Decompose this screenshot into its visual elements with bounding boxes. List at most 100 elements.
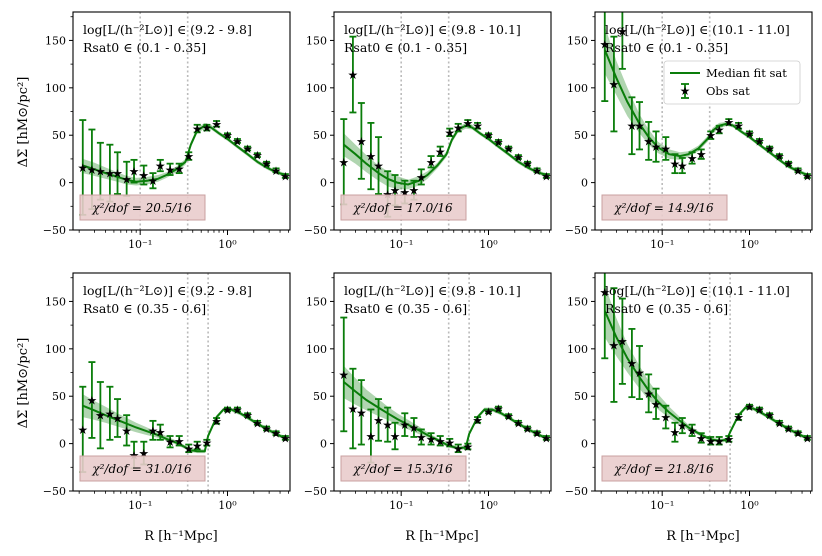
obs-point: ★: [148, 172, 158, 190]
obs-point: ★: [634, 101, 645, 151]
svg-text:★: ★: [677, 159, 688, 173]
svg-text:★: ★: [87, 394, 98, 408]
fit-line: [343, 381, 547, 450]
annotation-luminosity: log[L/(h⁻²L⊙)] ∈ (9.8 - 10.1]: [344, 283, 521, 298]
obs-point: ★: [112, 398, 123, 438]
svg-text:★: ★: [138, 169, 149, 183]
obs-point: ★: [435, 145, 446, 159]
svg-text:★: ★: [453, 442, 464, 456]
svg-text:★: ★: [261, 157, 272, 171]
xtick-label: 10⁻¹: [650, 238, 674, 251]
obs-point: ★: [261, 157, 272, 171]
obs-point: ★: [493, 402, 504, 416]
svg-text:★: ★: [155, 159, 166, 173]
ytick-label: 0: [59, 177, 66, 190]
chi2-box: [79, 194, 206, 221]
svg-text:★: ★: [522, 422, 533, 436]
obs-point: ★: [783, 157, 794, 171]
obs-point: ★: [280, 169, 291, 183]
obs-point: ★: [793, 164, 804, 178]
svg-text:★: ★: [338, 368, 349, 382]
obs-point: ★: [174, 434, 185, 448]
obs-point: ★: [744, 400, 755, 414]
obs-point: ★: [660, 136, 671, 161]
obs-point: ★: [764, 409, 775, 423]
svg-text:★: ★: [609, 339, 620, 353]
svg-text:★: ★: [513, 151, 524, 165]
obs-point: ★: [723, 115, 734, 129]
svg-text:★: ★: [174, 162, 185, 176]
obs-point: ★: [356, 102, 367, 180]
obs-point: ★: [705, 129, 716, 143]
obs-point: ★: [513, 151, 524, 165]
svg-text:★: ★: [222, 129, 233, 143]
svg-text:★: ★: [687, 424, 698, 438]
ylabel-top: ΔΣ [hM⊙/pc²]: [16, 77, 31, 168]
svg-text:★: ★: [483, 129, 494, 143]
xtick-label: 10⁰: [479, 238, 498, 251]
obs-point: ★: [714, 123, 725, 137]
svg-text:★: ★: [77, 161, 88, 175]
obs-point: ★: [462, 116, 473, 130]
obs-point: ★: [723, 432, 734, 446]
obs-point: ★: [670, 153, 681, 175]
obs-point: ★: [634, 345, 645, 400]
xtick-label: 10⁰: [740, 499, 759, 512]
obs-point: ★: [774, 150, 785, 164]
xtick-label: 10⁻¹: [389, 238, 413, 251]
svg-text:★: ★: [774, 150, 785, 164]
obs-point: ★: [426, 432, 436, 446]
svg-text:★: ★: [155, 426, 166, 440]
svg-text:★: ★: [670, 157, 681, 171]
xtick-label: 10⁻¹: [650, 499, 674, 512]
obs-point: ★: [774, 416, 785, 430]
obs-point: ★: [677, 417, 688, 435]
svg-text:★: ★: [77, 423, 88, 437]
svg-text:★: ★: [390, 184, 401, 198]
obs-point: ★: [183, 150, 194, 164]
fit-line: [603, 49, 808, 176]
ytick-label: −50: [304, 224, 327, 237]
svg-text:★: ★: [541, 169, 552, 183]
xtick-label: 10⁰: [479, 499, 498, 512]
chi2-label: χ²/dof = 31.0/16: [91, 462, 192, 476]
svg-text:★: ★: [513, 416, 524, 430]
svg-text:★: ★: [211, 414, 222, 428]
svg-text:★: ★: [148, 424, 159, 438]
ylabel-bottom: ΔΣ [hM⊙/pc²]: [16, 338, 31, 429]
svg-text:★: ★: [271, 164, 282, 178]
obs-point: ★: [705, 434, 716, 448]
obs-point: ★: [232, 403, 243, 417]
svg-text:★: ★: [609, 78, 620, 92]
svg-text:★: ★: [232, 134, 243, 148]
obs-point: ★: [472, 413, 483, 427]
obs-point: ★: [280, 431, 291, 445]
obs-point: ★: [183, 442, 194, 456]
svg-text:★: ★: [714, 123, 725, 137]
svg-text:★: ★: [409, 421, 420, 435]
obs-point: ★: [95, 381, 106, 450]
ytick-label: 150: [45, 295, 66, 308]
svg-text:★: ★: [705, 434, 716, 448]
obs-point: ★: [105, 385, 115, 441]
svg-text:★: ★: [121, 424, 132, 438]
xtick-label: 10⁰: [740, 238, 759, 251]
svg-text:★: ★: [280, 431, 291, 445]
obs-point: ★: [503, 410, 514, 424]
svg-text:★: ★: [183, 150, 194, 164]
svg-text:★: ★: [252, 149, 263, 163]
annotation-rsat: Rsat0 ∈ (0.35 - 0.6]: [83, 301, 206, 316]
svg-text:★: ★: [348, 402, 359, 416]
obs-point: ★: [714, 434, 725, 448]
obs-point: ★: [733, 411, 744, 425]
svg-text:★: ★: [280, 169, 291, 183]
svg-text:★: ★: [660, 411, 671, 425]
ytick-label: 100: [567, 343, 588, 356]
svg-text:★: ★: [774, 416, 785, 430]
obs-point: ★: [444, 126, 455, 140]
